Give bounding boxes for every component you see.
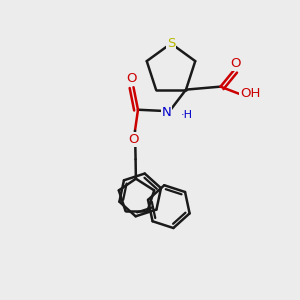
Text: S: S [167, 37, 175, 50]
Text: O: O [230, 57, 241, 70]
Text: ·H: ·H [181, 110, 193, 120]
Text: OH: OH [240, 87, 261, 100]
Text: O: O [128, 133, 139, 146]
Text: N: N [162, 106, 171, 119]
Text: O: O [127, 72, 137, 85]
